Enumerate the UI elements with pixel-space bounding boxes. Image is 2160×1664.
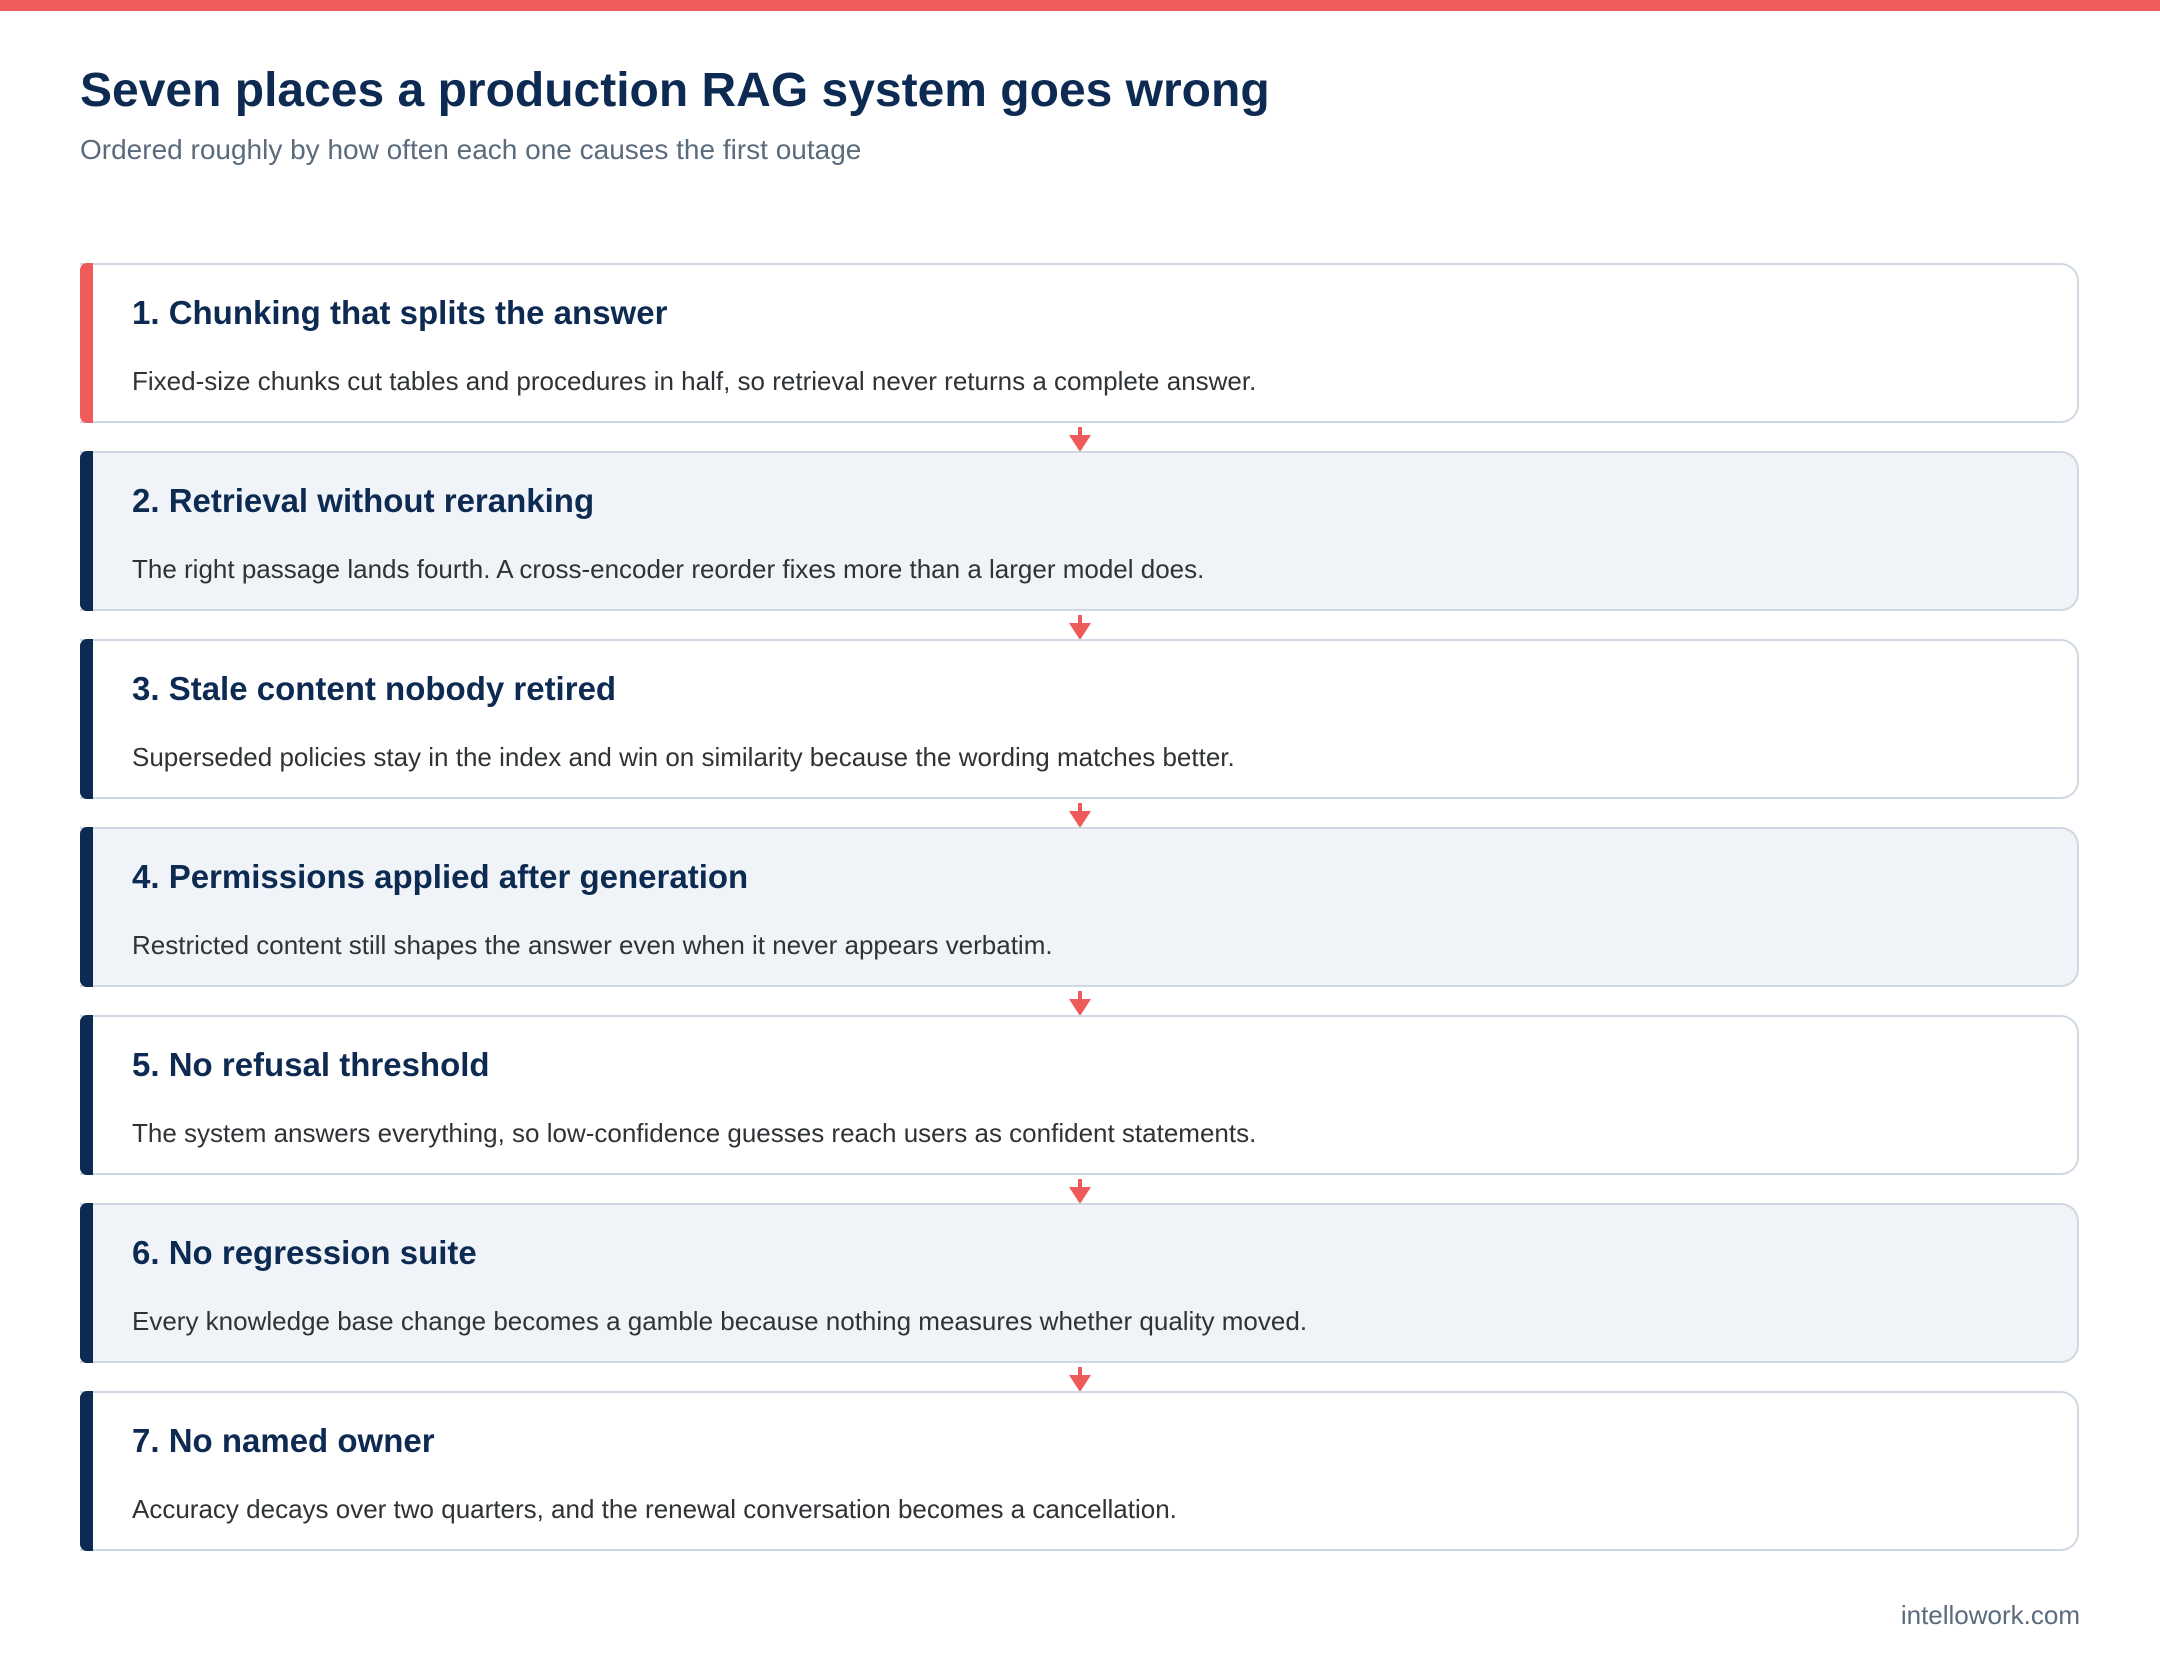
- step-description: Fixed-size chunks cut tables and procedu…: [132, 366, 1257, 396]
- down-arrow-icon: [1069, 1179, 1091, 1204]
- step-description: Superseded policies stay in the index an…: [132, 742, 1235, 772]
- step-description: The system answers everything, so low-co…: [132, 1118, 1257, 1148]
- step-title: 5. No refusal threshold: [132, 1046, 490, 1083]
- step-accent-bar: [80, 1015, 93, 1175]
- step-card-permissions: 4. Permissions applied after generation …: [80, 827, 2079, 987]
- step-accent-bar: [80, 827, 93, 987]
- step-accent-bar: [80, 639, 93, 799]
- step-card-chunking: 1. Chunking that splits the answer Fixed…: [80, 263, 2079, 423]
- step-accent-bar: [80, 1203, 93, 1363]
- step-description: Restricted content still shapes the answ…: [132, 930, 1053, 960]
- failure-step-list: 1. Chunking that splits the answer Fixed…: [80, 263, 2079, 1553]
- step-description: Every knowledge base change becomes a ga…: [132, 1306, 1308, 1336]
- down-arrow-icon: [1069, 427, 1091, 452]
- step-description: The right passage lands fourth. A cross-…: [132, 554, 1205, 584]
- step-card-stale-content: 3. Stale content nobody retired Supersed…: [80, 639, 2079, 799]
- step-card-named-owner: 7. No named owner Accuracy decays over t…: [80, 1391, 2079, 1551]
- step-card-reranking: 2. Retrieval without reranking The right…: [80, 451, 2079, 611]
- step-title: 2. Retrieval without reranking: [132, 482, 595, 519]
- step-card-regression-suite: 6. No regression suite Every knowledge b…: [80, 1203, 2079, 1363]
- step-accent-bar: [80, 1391, 93, 1551]
- down-arrow-icon: [1069, 615, 1091, 640]
- step-title: 7. No named owner: [132, 1422, 435, 1459]
- step-title: 6. No regression suite: [132, 1234, 477, 1271]
- footer-domain: intellowork.com: [1900, 1600, 2080, 1630]
- step-description: Accuracy decays over two quarters, and t…: [132, 1494, 1177, 1524]
- step-title: 3. Stale content nobody retired: [132, 670, 617, 707]
- step-title: 1. Chunking that splits the answer: [132, 294, 668, 331]
- step-accent-bar: [80, 451, 93, 611]
- down-arrow-icon: [1069, 803, 1091, 828]
- down-arrow-icon: [1069, 991, 1091, 1016]
- step-card-refusal-threshold: 5. No refusal threshold The system answe…: [80, 1015, 2079, 1175]
- page-subtitle: Ordered roughly by how often each one ca…: [80, 134, 862, 165]
- step-title: 4. Permissions applied after generation: [132, 858, 749, 895]
- page-title: Seven places a production RAG system goe…: [80, 64, 1270, 117]
- step-accent-bar: [80, 263, 93, 423]
- top-accent-bar: [0, 0, 2160, 11]
- down-arrow-icon: [1069, 1367, 1091, 1392]
